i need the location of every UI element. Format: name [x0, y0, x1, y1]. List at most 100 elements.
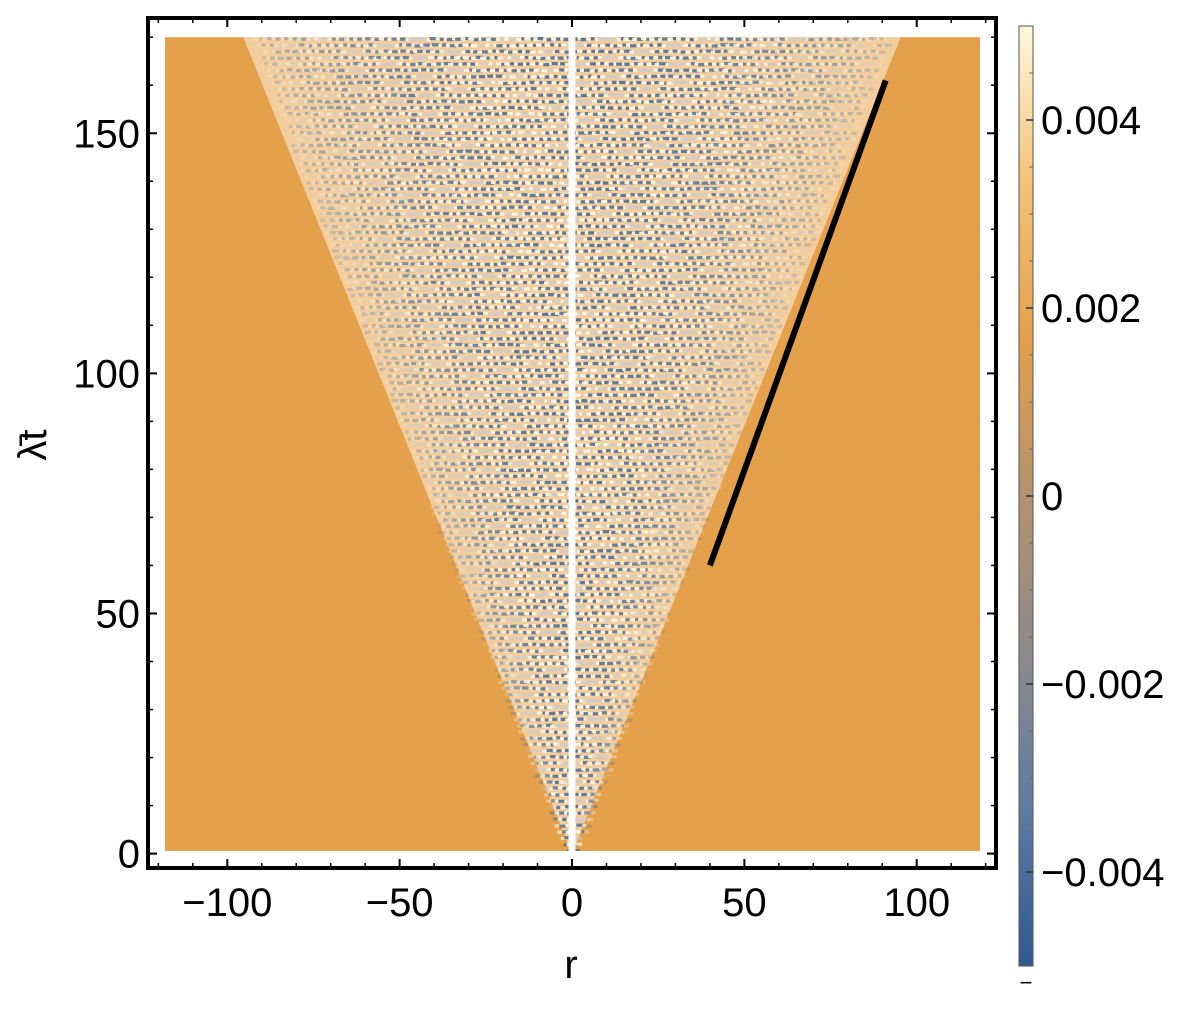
heatmap-cell: [595, 411, 601, 415]
heatmap-cell: [579, 412, 583, 416]
heatmap-cell: [721, 306, 728, 310]
heatmap-cell: [738, 324, 743, 328]
heatmap-cell: [467, 318, 475, 322]
heatmap-cell: [496, 312, 501, 316]
heatmap-cell: [544, 380, 551, 385]
heatmap-cell: [546, 742, 550, 746]
heatmap-cell: [510, 668, 518, 672]
heatmap-cell: [685, 455, 692, 459]
heatmap-cell: [564, 636, 569, 641]
heatmap-cell: [722, 437, 727, 441]
heatmap-cell: [611, 693, 618, 697]
heatmap-cell: [434, 306, 438, 310]
heatmap-cell: [783, 299, 791, 304]
heatmap-cell: [394, 381, 399, 385]
heatmap-cell: [675, 318, 680, 323]
heatmap-cell: [500, 499, 507, 503]
heatmap-cell: [430, 418, 435, 422]
heatmap-cell: [617, 424, 624, 428]
heatmap-cell: [576, 693, 584, 697]
heatmap-cell: [472, 343, 481, 348]
heatmap-cell: [560, 637, 564, 641]
heatmap-cell: [382, 287, 389, 291]
heatmap-cell: [620, 724, 625, 728]
heatmap-cell: [581, 518, 587, 522]
heatmap-cell: [592, 293, 597, 297]
heatmap-cell: [580, 724, 587, 728]
heatmap-row: [367, 336, 778, 341]
heatmap-cell: [535, 380, 542, 384]
heatmap-cell: [481, 637, 488, 641]
heatmap-cell: [649, 430, 657, 434]
heatmap-cell: [595, 400, 601, 404]
heatmap-cell: [600, 512, 606, 516]
heatmap-cell: [736, 299, 742, 303]
heatmap-cell: [663, 562, 669, 566]
heatmap-cell: [507, 493, 512, 498]
heatmap-cell: [738, 318, 746, 322]
heatmap-cell: [498, 605, 506, 610]
heatmap-cell: [531, 524, 539, 528]
heatmap-cell: [455, 468, 459, 472]
heatmap-cell: [574, 754, 583, 759]
heatmap-cell: [495, 467, 504, 472]
heatmap-cell: [364, 286, 372, 290]
heatmap-cell: [727, 443, 735, 447]
heatmap-cell: [467, 349, 474, 353]
heatmap-cell: [472, 580, 478, 584]
heatmap-cell: [691, 524, 698, 529]
heatmap-cell: [624, 586, 633, 590]
heatmap-cell: [435, 443, 442, 447]
heatmap-cell: [736, 431, 742, 435]
heatmap-cell: [552, 518, 556, 522]
heatmap-cell: [388, 343, 393, 347]
heatmap-cell: [641, 330, 647, 334]
heatmap-cell: [694, 324, 700, 328]
heatmap-cell: [444, 474, 448, 478]
heatmap-cell: [549, 337, 554, 341]
heatmap-cell: [516, 573, 524, 578]
heatmap-cell: [516, 399, 524, 403]
heatmap-cell: [511, 561, 519, 566]
heatmap-cell: [602, 736, 609, 741]
heatmap-cell: [541, 755, 548, 760]
heatmap-cell: [603, 761, 611, 765]
heatmap-cell: [470, 392, 479, 397]
heatmap-cell: [608, 293, 616, 297]
heatmap-cell: [615, 418, 621, 422]
heatmap-cell: [707, 456, 714, 460]
heatmap-cell: [660, 337, 667, 341]
heatmap-cell: [474, 368, 481, 372]
heatmap-cell: [602, 418, 608, 422]
heatmap-cell: [731, 386, 739, 390]
heatmap-cell: [599, 437, 608, 441]
heatmap-cell: [673, 480, 682, 484]
heatmap-cell: [446, 430, 455, 435]
heatmap-cell: [714, 287, 720, 291]
heatmap-cell: [610, 624, 616, 628]
heatmap-cell: [684, 299, 691, 303]
heatmap-cell: [709, 418, 717, 422]
heatmap-cell: [516, 481, 520, 485]
heatmap-cell: [443, 399, 451, 403]
heatmap-cell: [426, 399, 433, 403]
heatmap-cell: [600, 543, 605, 547]
heatmap-cell: [519, 306, 525, 310]
heatmap-cell: [543, 706, 549, 710]
heatmap-cell: [479, 612, 487, 616]
heatmap-cell: [488, 312, 492, 316]
heatmap-cell: [599, 780, 604, 784]
heatmap-cell: [491, 649, 496, 653]
heatmap-cell: [618, 380, 623, 385]
heatmap-cell: [604, 568, 612, 572]
heatmap-cell: [643, 667, 652, 672]
heatmap-cell: [659, 399, 665, 403]
heatmap-cell: [460, 461, 466, 465]
heatmap-cell: [727, 406, 732, 410]
heatmap-cell: [531, 393, 539, 397]
heatmap-cell: [599, 661, 605, 666]
heatmap-cell: [395, 342, 402, 347]
heatmap-cell: [609, 524, 616, 529]
heatmap-cell: [564, 805, 572, 809]
heatmap-cell: [429, 462, 436, 466]
